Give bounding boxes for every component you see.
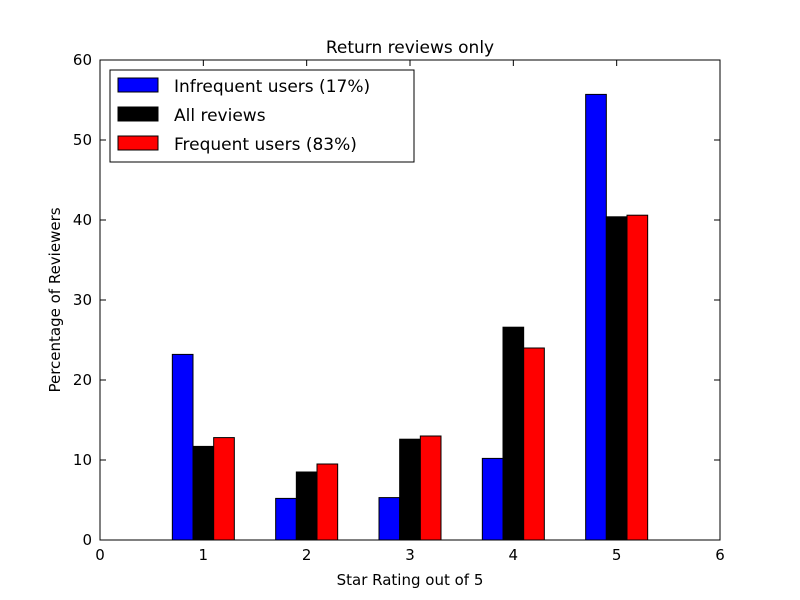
x-tick-label: 6: [715, 546, 725, 564]
x-tick-label: 3: [405, 546, 415, 564]
bar-series-2-rating-3: [419, 435, 442, 541]
legend-label: All reviews: [174, 106, 266, 126]
bar-series-1-rating-2: [295, 471, 318, 541]
x-axis-label: Star Rating out of 5: [337, 571, 484, 589]
legend-label: Infrequent users (17%): [174, 77, 370, 97]
legend: Infrequent users (17%) All reviews Frequen…: [109, 69, 415, 163]
legend-swatch: [117, 135, 159, 151]
bar-series-0-rating-1: [171, 353, 194, 541]
x-tick-label: 1: [199, 546, 209, 564]
bar-series-0-rating-3: [378, 497, 401, 541]
chart-title: Return reviews only: [326, 38, 494, 58]
x-tick-label: 2: [302, 546, 312, 564]
bars-group: [171, 93, 649, 541]
bar-series-2-rating-1: [213, 437, 235, 541]
bar-series-0-rating-5: [585, 93, 607, 541]
bar-series-2-rating-5: [626, 214, 649, 541]
bar-series-1-rating-1: [192, 445, 215, 541]
y-tick-label: 50: [73, 131, 92, 149]
bar-series-2-rating-4: [523, 347, 545, 541]
y-axis-label: Percentage of Reviewers: [46, 207, 64, 392]
legend-swatch: [117, 77, 159, 93]
bar-series-1-rating-4: [502, 326, 525, 541]
y-tick-label: 20: [73, 371, 92, 389]
bar-series-0-rating-2: [275, 497, 297, 541]
legend-frame: [109, 69, 415, 163]
y-tick-label: 60: [73, 51, 92, 69]
bar-series-1-rating-3: [399, 438, 421, 541]
bar-series-2-rating-2: [316, 463, 339, 541]
legend-swatch: [117, 106, 159, 122]
x-tick-label: 5: [612, 546, 622, 564]
y-tick-label: 30: [73, 291, 92, 309]
x-tick-label: 0: [95, 546, 105, 564]
y-tick-label: 0: [82, 531, 92, 549]
bar-series-1-rating-5: [605, 216, 628, 541]
legend-label: Frequent users (83%): [174, 135, 357, 155]
y-tick-label: 40: [73, 211, 92, 229]
x-tick-label: 4: [509, 546, 519, 564]
bar-series-0-rating-4: [481, 457, 504, 541]
y-tick-label: 10: [73, 451, 92, 469]
